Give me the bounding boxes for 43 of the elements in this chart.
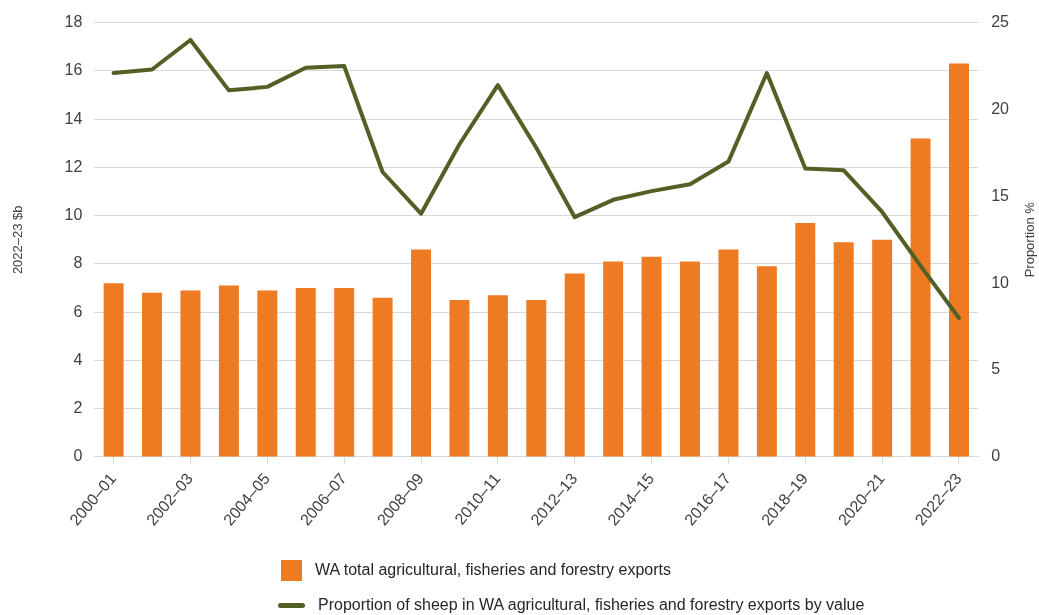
bar — [334, 288, 355, 457]
bar — [680, 261, 700, 457]
y-tick-label: 18 — [64, 13, 83, 31]
y-tick-label: 8 — [73, 254, 83, 272]
bar — [103, 283, 124, 457]
y2-tick-label: 15 — [991, 186, 1010, 204]
bar — [910, 138, 931, 457]
y-tick-label: 2 — [73, 399, 83, 417]
y-tick-label: 12 — [64, 157, 83, 175]
y2-tick-label: 0 — [991, 447, 1001, 465]
bar — [641, 256, 662, 457]
y-tick-label: 16 — [64, 61, 83, 79]
y-axis-title: 2022–23 $b — [10, 205, 26, 275]
legend-label: WA total agricultural, fisheries and forestry exports — [315, 561, 671, 579]
y-tick-label: 10 — [64, 206, 83, 224]
y2-tick-label: 10 — [991, 273, 1010, 291]
bar — [295, 288, 316, 457]
bar — [564, 273, 585, 457]
bar — [872, 239, 893, 457]
bar — [411, 249, 432, 457]
bar — [949, 63, 969, 457]
bar — [487, 295, 508, 457]
bar — [526, 300, 547, 457]
bar — [372, 297, 393, 457]
bar — [142, 292, 163, 457]
y2-tick-label: 20 — [991, 99, 1010, 117]
y-tick-label: 0 — [73, 447, 83, 465]
legend-label: Proportion of sheep in WA agricultural, fisheries and forestry exports by value — [318, 596, 865, 614]
y2-tick-label: 5 — [991, 360, 1001, 378]
y-tick-label: 14 — [64, 109, 83, 127]
bar — [795, 222, 816, 457]
y-tick-label: 4 — [73, 350, 83, 368]
bar — [218, 285, 239, 457]
bar — [603, 261, 624, 457]
bar — [257, 290, 278, 457]
bar — [449, 300, 470, 457]
bar — [718, 249, 739, 457]
bar — [833, 242, 854, 457]
y-tick-label: 6 — [73, 302, 83, 320]
bar — [180, 290, 201, 457]
y2-axis-title: Proportion % — [1021, 201, 1037, 278]
y2-tick-label: 25 — [991, 13, 1010, 31]
bar — [756, 266, 777, 457]
